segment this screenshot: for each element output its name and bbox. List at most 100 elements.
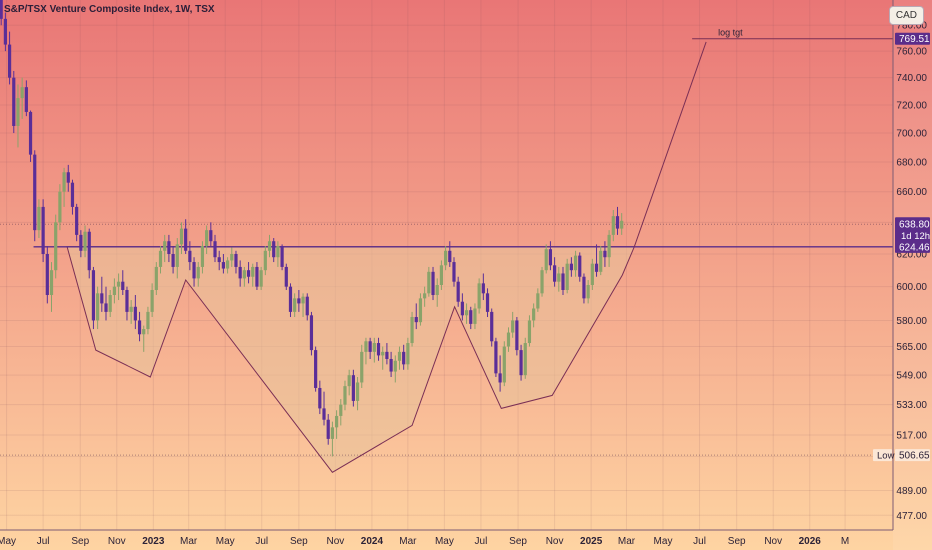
candle-body xyxy=(586,285,590,299)
candle-body xyxy=(263,250,267,271)
candle xyxy=(259,266,263,290)
candle-body xyxy=(351,375,355,401)
candle xyxy=(75,203,79,242)
candle xyxy=(234,250,238,274)
candle xyxy=(502,341,506,387)
y-tick-label: 489.00 xyxy=(896,486,927,497)
candle-body xyxy=(527,320,532,344)
candle-body xyxy=(599,250,603,272)
candle-body xyxy=(456,281,460,302)
candle xyxy=(150,283,154,318)
candle-body xyxy=(171,253,175,267)
candle-body xyxy=(221,262,225,269)
candle-body xyxy=(41,206,45,254)
candle-body xyxy=(125,289,129,312)
candle-body xyxy=(343,386,347,405)
candle-body xyxy=(309,315,314,351)
candle xyxy=(45,245,49,304)
candle-body xyxy=(423,293,427,299)
candle-body xyxy=(607,234,611,258)
candle xyxy=(28,110,33,162)
x-tick-label: Sep xyxy=(728,536,746,547)
candle xyxy=(251,263,255,287)
y-tick-label: 680.00 xyxy=(896,157,927,168)
x-tick-label: Sep xyxy=(71,536,89,547)
candle xyxy=(506,327,511,352)
candle xyxy=(523,337,527,379)
y-tick-label: 549.00 xyxy=(896,371,927,382)
candle xyxy=(175,238,179,279)
candle xyxy=(209,222,213,246)
candle-body xyxy=(7,44,12,78)
candle-body xyxy=(620,220,624,229)
candle-body xyxy=(381,351,385,356)
candle-body xyxy=(414,317,418,323)
candle xyxy=(347,369,351,396)
candle xyxy=(37,199,41,239)
x-tick-label: Jul xyxy=(37,536,50,547)
last-price-box xyxy=(895,217,930,244)
candle xyxy=(213,234,217,263)
candle-body xyxy=(435,285,439,296)
candle xyxy=(515,317,519,356)
candle-body xyxy=(96,293,100,321)
candle-body xyxy=(184,228,188,251)
y-tick-label: 600.00 xyxy=(896,282,927,293)
candle-body xyxy=(104,303,108,312)
candle-body xyxy=(393,360,397,372)
candle-body xyxy=(79,234,83,251)
candle xyxy=(439,260,444,290)
candle-body xyxy=(314,350,318,388)
candle-body xyxy=(137,320,142,335)
candle xyxy=(104,286,108,321)
candle xyxy=(431,266,435,301)
candle-body xyxy=(259,270,263,287)
candle-body xyxy=(242,270,246,279)
candle-body xyxy=(498,373,502,383)
candle xyxy=(452,257,456,287)
candle xyxy=(444,245,448,271)
candle xyxy=(309,311,314,356)
candle xyxy=(246,262,251,284)
candle xyxy=(406,337,410,370)
candle-body xyxy=(372,343,376,352)
candle-body xyxy=(0,0,3,19)
candle xyxy=(414,303,418,330)
candle-body xyxy=(209,230,213,242)
neckline-price-text: 624.46 xyxy=(899,242,930,253)
x-tick-label: May xyxy=(216,536,235,547)
candle-body xyxy=(133,306,137,321)
x-tick-label: 2025 xyxy=(580,536,603,547)
candle xyxy=(20,77,24,119)
candle-body xyxy=(108,295,112,312)
candle-body xyxy=(347,375,351,387)
candle xyxy=(490,308,494,347)
candle-body xyxy=(485,293,490,312)
candle xyxy=(339,399,343,426)
candle xyxy=(586,280,590,304)
candle xyxy=(171,245,175,274)
candle xyxy=(154,262,158,296)
candle-body xyxy=(611,216,615,235)
candle xyxy=(603,241,607,267)
candle xyxy=(594,244,599,277)
candle-body xyxy=(410,317,414,344)
candle xyxy=(62,167,66,207)
candle xyxy=(24,80,28,117)
candle-body xyxy=(305,296,309,316)
candle-body xyxy=(112,286,116,296)
candle-body xyxy=(179,228,184,245)
y-tick-label: 517.00 xyxy=(896,431,927,442)
y-tick-label: 565.00 xyxy=(896,342,927,353)
candle xyxy=(397,346,402,370)
candle xyxy=(314,346,318,392)
candle xyxy=(494,337,498,377)
candle-body xyxy=(364,341,368,352)
candle-body xyxy=(301,296,305,304)
candle xyxy=(372,337,376,363)
x-tick-label: M xyxy=(841,536,849,547)
currency-button[interactable]: CAD xyxy=(888,6,924,25)
candle xyxy=(473,303,477,330)
